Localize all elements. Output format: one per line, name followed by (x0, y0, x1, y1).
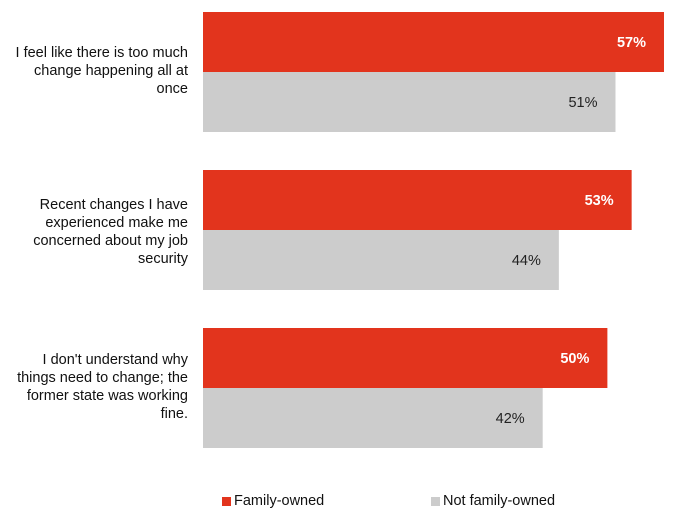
bar-not-family-owned-1 (203, 72, 616, 132)
data-label-family-owned-1: 57% (617, 35, 646, 51)
data-label-not-family-owned-1: 51% (568, 95, 597, 111)
data-label-not-family-owned-2: 44% (512, 253, 541, 269)
category-label-2: Recent changes I have experienced make m… (33, 197, 188, 267)
bar-family-owned-1 (203, 12, 664, 72)
bar-not-family-owned-2 (203, 230, 559, 290)
legend-label-family-owned: Family-owned (234, 493, 325, 509)
bar-family-owned-3 (203, 328, 608, 388)
legend-swatch-not-family-owned (431, 496, 440, 506)
legend-swatch-family-owned (222, 496, 231, 506)
legend-item-family-owned: Family-owned (222, 493, 324, 509)
category-label-3: I don't understand why things need to ch… (17, 352, 188, 422)
data-label-family-owned-2: 53% (585, 193, 614, 209)
data-label-not-family-owned-3: 42% (496, 411, 525, 427)
bar-not-family-owned-3 (203, 388, 543, 448)
bar-family-owned-2 (203, 170, 632, 230)
bar-chart: 57% 51% 53% 44% 50% 42% (203, 12, 664, 448)
legend-item-not-family-owned: Not family-owned (431, 493, 555, 509)
data-label-family-owned-3: 50% (560, 351, 589, 367)
legend-label-not-family-owned: Not family-owned (443, 493, 556, 509)
category-label-1: I feel like there is too much change hap… (15, 45, 188, 97)
